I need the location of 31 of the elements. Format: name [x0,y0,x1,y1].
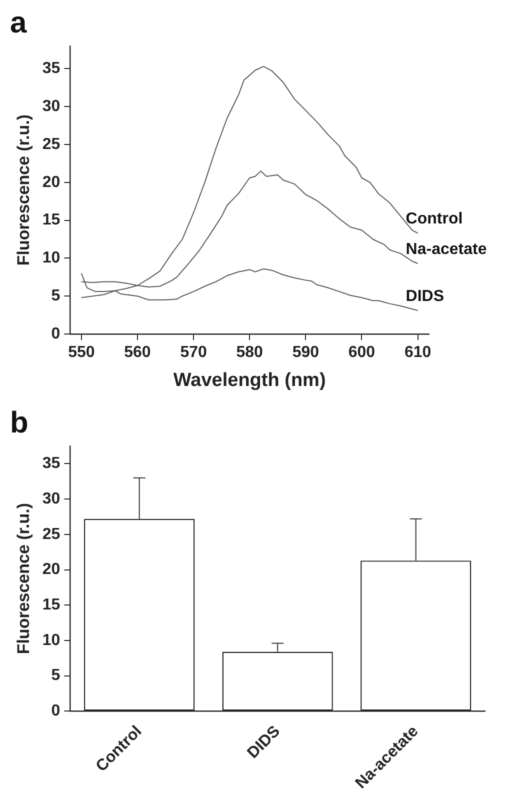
x-axis-title: Wavelength (nm) [173,370,326,391]
series-label: DIDS [406,288,444,305]
y-tick-label: 10 [42,632,60,649]
y-tick-label: 30 [42,98,60,116]
y-tick-label: 35 [42,60,60,78]
y-tick-label: 5 [51,288,60,305]
x-tick-label: 570 [180,344,207,362]
y-tick-label: 10 [42,250,60,267]
y-tick-label: 0 [51,325,60,342]
y-tick-label: 25 [42,136,60,153]
y-tick-label: 20 [42,561,60,578]
y-tick-label: 5 [51,667,60,684]
x-tick-label: 590 [292,344,320,362]
x-tick-label: 550 [68,344,95,362]
x-tick-label: 560 [124,344,151,362]
chart-title: b [10,406,28,440]
y-tick-label: 25 [42,526,60,543]
series-label: Na-acetate [406,240,487,258]
series-label: Control [406,210,463,228]
x-tick-label: 580 [236,344,264,362]
y-tick-label: 35 [42,455,60,472]
y-tick-label: 20 [42,174,60,191]
y-axis-title: Fluorescence (r.u.) [14,503,33,654]
y-tick-label: 30 [42,490,60,508]
y-tick-label: 15 [42,596,60,614]
y-tick-label: 15 [42,212,60,229]
chart-title: a [10,6,27,40]
y-axis-title: Fluorescence (r.u.) [14,114,33,266]
x-tick-label: 600 [348,344,376,362]
y-tick-label: 0 [51,702,60,720]
x-tick-label: 610 [404,344,432,362]
